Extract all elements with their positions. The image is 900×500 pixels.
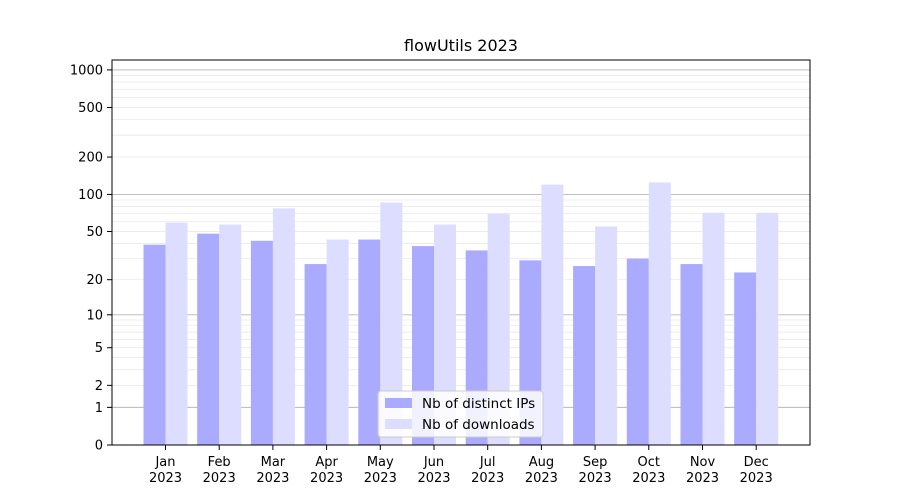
- y-axis: 0 1 2 5 10 20 50 100 200 500 1000: [70, 63, 112, 454]
- y-tick-label: 5: [95, 341, 103, 356]
- x-tick-label: Jul 2023: [471, 455, 504, 486]
- x-tick-label-month: Jan: [154, 455, 175, 470]
- bar-downloads: [219, 224, 242, 445]
- x-tick-label-month: Oct: [638, 455, 660, 470]
- x-tick-label-month: Apr: [315, 455, 338, 470]
- bar-distinct-ips: [573, 266, 596, 445]
- y-tick-label: 20: [86, 273, 103, 288]
- y-tick-label: 0: [95, 439, 103, 454]
- x-tick-label: Oct 2023: [632, 455, 665, 486]
- y-tick-label: 2: [95, 379, 103, 394]
- bar-downloads: [434, 224, 456, 445]
- y-tick-label: 500: [78, 101, 103, 116]
- x-tick-label: Apr 2023: [310, 455, 343, 486]
- bar-distinct-ips: [680, 264, 703, 445]
- y-tick-label: 1000: [70, 63, 103, 78]
- legend-swatch: [385, 398, 412, 408]
- bar-distinct-ips: [626, 258, 649, 445]
- x-tick-label-month: Jul: [479, 455, 496, 470]
- y-tick-label: 200: [78, 151, 103, 166]
- bar-downloads: [756, 212, 779, 445]
- x-tick-label-month: Jun: [423, 455, 444, 470]
- legend-label: Nb of distinct IPs: [422, 396, 535, 412]
- bar-distinct-ips: [197, 233, 220, 445]
- x-tick-label-year: 2023: [471, 471, 504, 486]
- x-tick-label-year: 2023: [525, 471, 558, 486]
- x-tick-label: Mar 2023: [256, 455, 289, 486]
- legend: Nb of distinct IPs Nb of downloads: [377, 390, 544, 438]
- x-tick-label-month: Nov: [690, 455, 716, 470]
- x-tick-label-year: 2023: [417, 471, 450, 486]
- x-tick-label-year: 2023: [149, 471, 182, 486]
- x-tick-label-month: Feb: [208, 455, 231, 470]
- x-tick-label-month: Sep: [583, 455, 608, 470]
- x-tick-label-month: Dec: [744, 455, 769, 470]
- x-tick-label: May 2023: [364, 455, 397, 486]
- x-tick-label: Jan 2023: [149, 455, 182, 486]
- y-tick-label: 10: [86, 308, 103, 323]
- x-tick-label: Dec 2023: [740, 455, 773, 486]
- x-tick-label: Jun 2023: [417, 455, 450, 486]
- x-tick-label-year: 2023: [364, 471, 397, 486]
- bar-downloads: [272, 208, 295, 445]
- x-tick-label-year: 2023: [203, 471, 236, 486]
- plot-frame: [111, 59, 811, 446]
- bar-downloads: [595, 226, 618, 445]
- x-tick-label-month: May: [367, 455, 394, 470]
- bar-downloads: [326, 239, 349, 445]
- x-tick-label-year: 2023: [579, 471, 612, 486]
- x-tick-label: Aug 2023: [525, 455, 558, 486]
- x-tick-label-month: Mar: [261, 455, 286, 470]
- bar-distinct-ips: [250, 240, 273, 445]
- y-tick-label: 1: [95, 401, 103, 416]
- x-tick-label-year: 2023: [740, 471, 773, 486]
- legend-box: [377, 390, 544, 438]
- bar-downloads: [541, 184, 564, 445]
- x-tick-label-year: 2023: [686, 471, 719, 486]
- bar-distinct-ips: [143, 244, 166, 445]
- bar-downloads: [702, 212, 725, 445]
- legend-label: Nb of downloads: [422, 417, 535, 433]
- bar-downloads: [380, 202, 403, 445]
- bar-distinct-ips: [734, 272, 757, 445]
- chart-title: flowUtils 2023: [404, 36, 518, 55]
- x-tick-label-year: 2023: [632, 471, 665, 486]
- y-tick-label: 100: [78, 188, 103, 203]
- y-tick-label: 50: [86, 225, 103, 240]
- x-tick-label-year: 2023: [256, 471, 289, 486]
- bar-distinct-ips: [304, 264, 327, 445]
- legend-swatch: [385, 419, 412, 429]
- bar-downloads: [648, 182, 671, 445]
- bar-downloads: [487, 213, 510, 445]
- bar-distinct-ips: [358, 239, 381, 445]
- x-tick-label: Nov 2023: [686, 455, 719, 486]
- x-tick-label-year: 2023: [310, 471, 343, 486]
- x-tick-label-month: Aug: [529, 455, 554, 470]
- bar-downloads: [165, 222, 188, 445]
- x-tick-label: Feb 2023: [203, 455, 236, 486]
- x-tick-label: Sep 2023: [579, 455, 612, 486]
